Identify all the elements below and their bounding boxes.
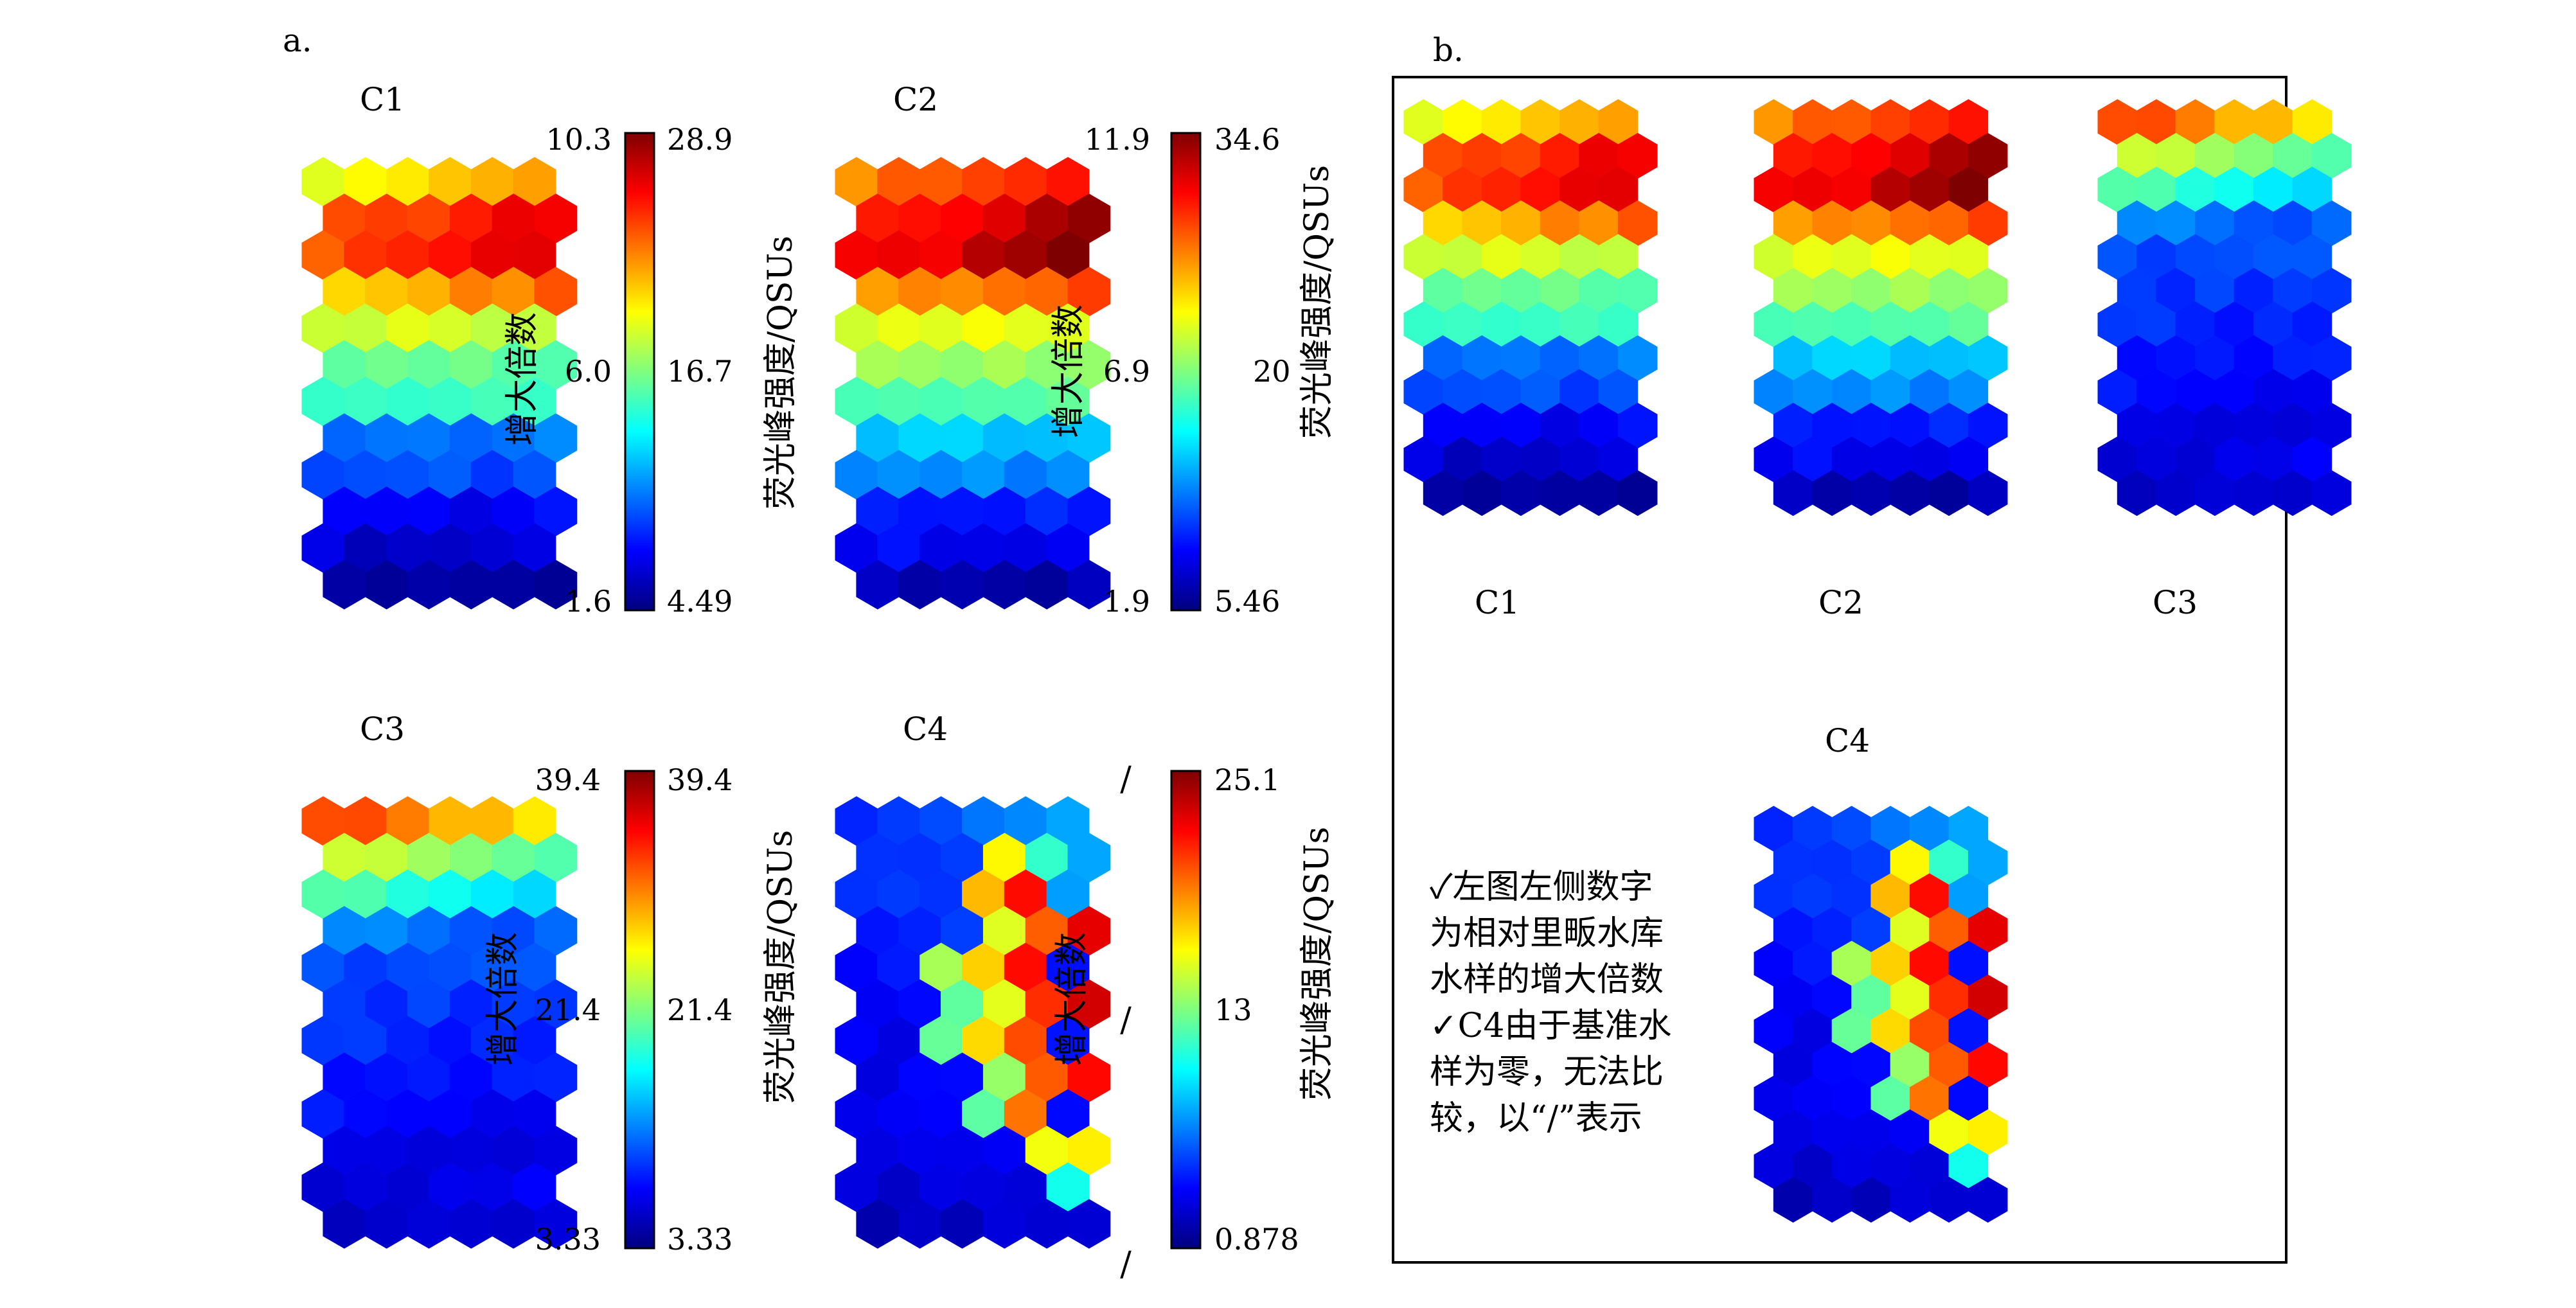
c2-right-tick-top: 34.6 bbox=[1214, 122, 1280, 157]
c4-right-tick-mid: 13 bbox=[1214, 993, 1252, 1027]
hex-cell bbox=[2311, 470, 2352, 517]
c3-right-tick-bottom: 3.33 bbox=[667, 1222, 733, 1257]
c3-right-axis-label: 荧光峰强度/QSUs bbox=[761, 830, 800, 1104]
panel-a-c3: C3 39.4 21.4 3.33 增大倍数 39.4 21.4 3.33 荧光… bbox=[301, 711, 800, 1257]
c4-left-tick-bottom: / bbox=[1120, 1245, 1132, 1284]
panel-a-label: a. bbox=[283, 22, 312, 59]
c3-left-axis-label: 增大倍数 bbox=[484, 932, 522, 1066]
c2-colorbar bbox=[1170, 132, 1202, 612]
c3-title: C3 bbox=[360, 711, 405, 748]
c4-right-tick-top: 25.1 bbox=[1214, 763, 1280, 797]
c2-right-tick-mid: 20 bbox=[1253, 354, 1291, 389]
c4-left-axis-label: 增大倍数 bbox=[1053, 932, 1091, 1066]
hex-cell bbox=[534, 1199, 578, 1249]
hex-cell bbox=[1968, 470, 2008, 517]
hex-cell bbox=[1617, 470, 1658, 517]
c2-right-tick-bottom: 5.46 bbox=[1214, 584, 1280, 619]
panel-b-c4: C4 bbox=[1754, 722, 2008, 1223]
b-c1-hexmap bbox=[1403, 99, 1658, 517]
hex-cell bbox=[1067, 560, 1111, 610]
panel-a-c1: C1 10.3 6.0 1.6 增大倍数 28.9 16.7 4.49 荧光峰强… bbox=[301, 81, 800, 619]
c4-colorbar bbox=[1170, 770, 1202, 1250]
b-c1-title: C1 bbox=[1475, 584, 1520, 621]
b-c3-title: C3 bbox=[2153, 584, 2198, 621]
b-c4-title: C4 bbox=[1825, 722, 1870, 759]
c4-title: C4 bbox=[903, 711, 948, 748]
hex-cell bbox=[534, 560, 578, 610]
c1-right-tick-top: 28.9 bbox=[667, 122, 733, 157]
c4-right-tick-bottom: 0.878 bbox=[1214, 1222, 1299, 1257]
c3-left-tick-top: 39.4 bbox=[535, 763, 601, 797]
panel-b-c2: C2 bbox=[1754, 99, 2008, 621]
c3-colorbar bbox=[624, 770, 655, 1250]
panel-a-c2: C2 11.9 6.9 1.9 增大倍数 34.6 20 5.46 荧光峰强度/… bbox=[835, 81, 1337, 619]
c1-left-tick-bottom: 1.6 bbox=[565, 584, 612, 619]
c1-left-tick-top: 10.3 bbox=[546, 122, 612, 157]
c1-colorbar bbox=[624, 132, 655, 612]
c2-right-axis-label: 荧光峰强度/QSUs bbox=[1298, 165, 1337, 439]
c4-left-tick-mid: / bbox=[1120, 1001, 1132, 1039]
c2-title: C2 bbox=[893, 81, 938, 118]
note-line-5: 样为零，无法比 bbox=[1430, 1053, 1664, 1091]
panel-a-c4: C4 / / / 增大倍数 25.1 13 0.878 荧光峰强度/QSUs bbox=[835, 711, 1337, 1284]
b-c4-hexmap bbox=[1754, 806, 2008, 1223]
panel-b-c3: C3 bbox=[2097, 99, 2352, 621]
c2-left-axis-label: 增大倍数 bbox=[1049, 305, 1088, 438]
c1-left-tick-mid: 6.0 bbox=[565, 354, 612, 389]
panel-b-notes: ✓左图左侧数字 为相对里畈水库 水样的增大倍数 ✓C4由于基准水 样为零，无法比… bbox=[1430, 868, 1671, 1138]
c4-left-tick-top: / bbox=[1120, 760, 1132, 799]
c1-title: C1 bbox=[360, 81, 405, 118]
c1-right-axis-label: 荧光峰强度/QSUs bbox=[761, 236, 800, 509]
note-line-1: ✓左图左侧数字 bbox=[1430, 868, 1653, 906]
hex-cell bbox=[1968, 1176, 2008, 1223]
b-c2-hexmap bbox=[1754, 99, 2008, 517]
note-line-2: 为相对里畈水库 bbox=[1430, 914, 1664, 953]
c3-left-tick-mid: 21.4 bbox=[535, 993, 601, 1027]
panel-b-label: b. bbox=[1433, 31, 1464, 69]
c4-right-axis-label: 荧光峰强度/QSUs bbox=[1298, 827, 1337, 1100]
c4-hexmap bbox=[835, 796, 1111, 1249]
c1-right-tick-mid: 16.7 bbox=[667, 354, 733, 389]
b-c3-hexmap bbox=[2097, 99, 2352, 517]
c3-left-tick-bottom: 3.33 bbox=[535, 1222, 601, 1257]
c2-left-tick-bottom: 1.9 bbox=[1103, 584, 1150, 619]
note-line-6: 较，以“/”表示 bbox=[1430, 1099, 1642, 1138]
c3-hexmap bbox=[301, 796, 578, 1249]
note-line-4: ✓C4由于基准水 bbox=[1430, 1007, 1671, 1045]
c3-right-tick-top: 39.4 bbox=[667, 763, 733, 797]
hex-cell bbox=[1067, 1199, 1111, 1249]
b-c2-title: C2 bbox=[1818, 584, 1863, 621]
c2-hexmap bbox=[835, 157, 1111, 610]
c1-hexmap bbox=[301, 157, 578, 610]
note-line-3: 水样的增大倍数 bbox=[1430, 960, 1664, 999]
c1-left-axis-label: 增大倍数 bbox=[503, 312, 542, 446]
panel-b-c1: C1 bbox=[1403, 99, 1658, 621]
c3-right-tick-mid: 21.4 bbox=[667, 993, 733, 1027]
c2-left-tick-top: 11.9 bbox=[1085, 122, 1150, 157]
c1-right-tick-bottom: 4.49 bbox=[667, 584, 733, 619]
panel-b-frame bbox=[1392, 76, 2287, 1264]
c2-left-tick-mid: 6.9 bbox=[1103, 354, 1150, 389]
